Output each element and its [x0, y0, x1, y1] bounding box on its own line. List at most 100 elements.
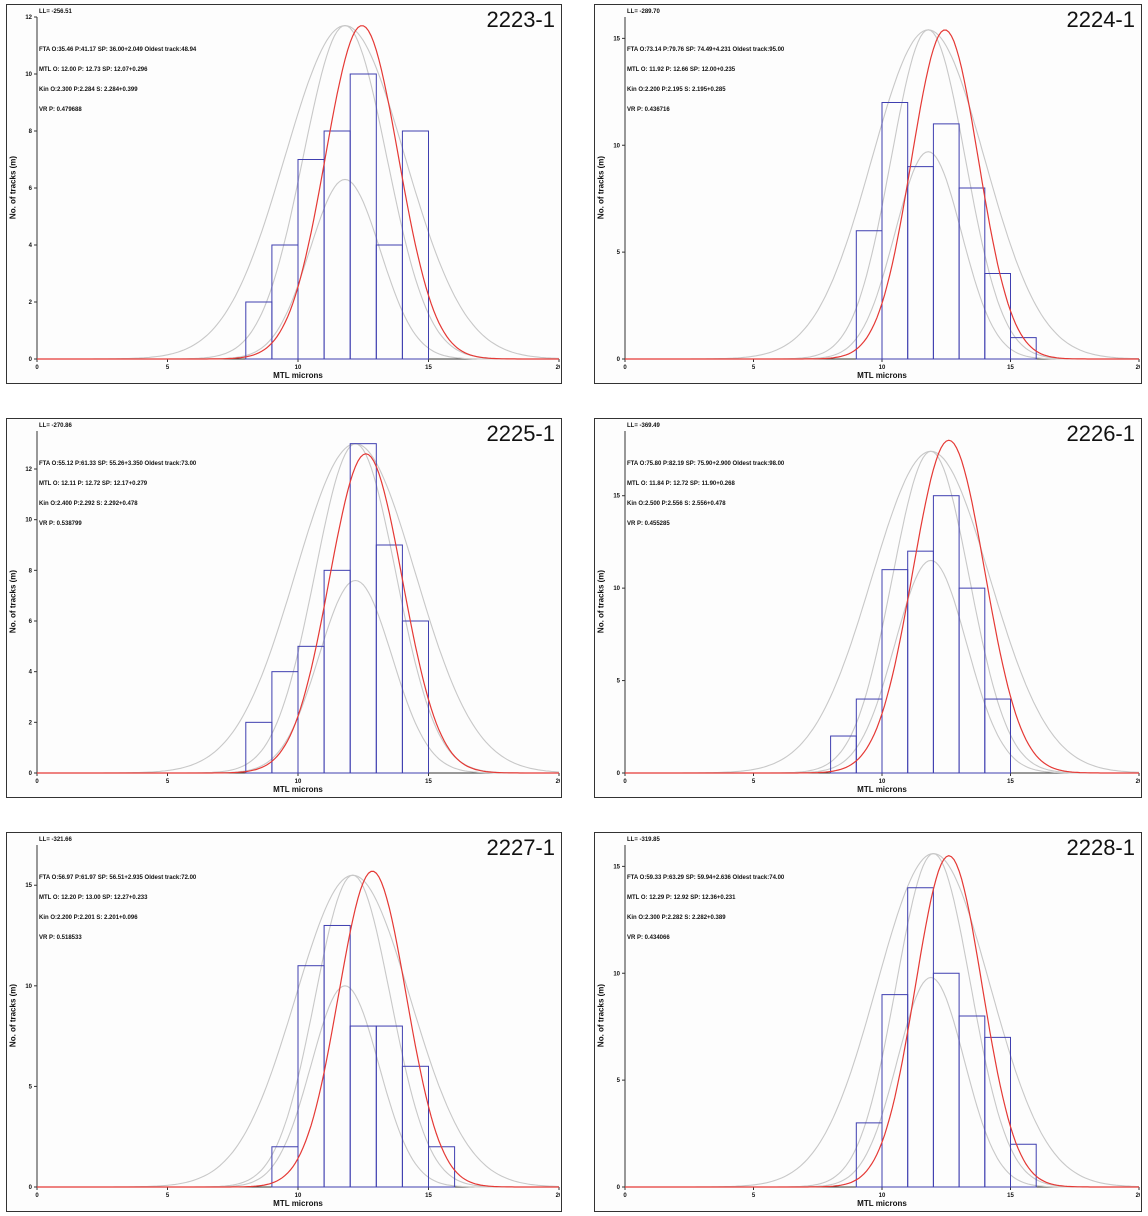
- histogram-panel: 0 5 10 15 0 5 10 15 20 2227-1 LL= -321.66 FTA O:56.…: [6, 832, 562, 1212]
- x-tick-label: 20: [556, 365, 560, 371]
- histogram-bar: [323, 569, 351, 774]
- panel-id: 2228-1: [1066, 835, 1135, 860]
- x-tick-label: 5: [752, 365, 756, 371]
- stat-line: LL= -321.66: [39, 837, 72, 843]
- stat-line: MTL O: 11.92 P: 12.66 SP: 12.00+0.235: [627, 67, 736, 73]
- x-axis-title: MTL microns: [273, 371, 323, 380]
- stat-line: Kin O:2.400 P:2.292 S: 2.292+0.478: [39, 501, 138, 507]
- x-tick-label: 5: [752, 779, 756, 785]
- y-tick-label: 10: [25, 518, 32, 524]
- stat-line: FTA O:55.12 P:61.33 SP: 55.26+3.350 Olde…: [39, 461, 197, 467]
- y-tick-label: 15: [613, 36, 620, 42]
- stat-line: MTL O: 12.00 P: 12.73 SP: 12.07+0.296: [39, 67, 148, 73]
- y-tick-label: 5: [617, 250, 621, 256]
- panel-id: 2223-1: [486, 7, 555, 32]
- y-axis-title: No. of tracks (m): [596, 983, 606, 1048]
- x-tick-label: 20: [556, 1193, 560, 1199]
- stat-line: LL= -270.86: [39, 423, 72, 429]
- y-tick-label: 15: [613, 864, 620, 870]
- histogram-bar: [932, 972, 960, 1188]
- x-axis-title: MTL microns: [857, 371, 907, 380]
- y-tick-label: 2: [29, 720, 33, 726]
- stat-line: FTA O:56.97 P:61.97 SP: 56.51+2.935 Olde…: [39, 875, 197, 881]
- chart-svg: 0 2 4 6 8 10 12 0 5 10 15 20: [25, 431, 560, 785]
- stat-line: VR P: 0.455285: [627, 521, 670, 527]
- histogram-bar: [984, 1036, 1011, 1188]
- stat-line: LL= -369.49: [627, 423, 660, 429]
- histogram-bar: [323, 130, 351, 360]
- y-tick-label: 6: [29, 186, 33, 192]
- x-axis-title: MTL microns: [857, 1199, 907, 1208]
- stat-line: FTA O:59.33 P:63.29 SP: 59.94+2.636 Olde…: [627, 875, 785, 881]
- histogram-bar: [297, 645, 325, 774]
- histogram-panel: 0 2 4 6 8 10 12 0 5 10 15 20 2223-1 LL= -256.51 FTA O:…: [6, 4, 562, 384]
- stat-line: VR P: 0.436716: [627, 107, 670, 113]
- y-axis-title: No. of tracks (m): [8, 155, 18, 220]
- stat-line: VR P: 0.518533: [39, 935, 82, 941]
- y-tick-label: 5: [617, 679, 621, 685]
- panel-id: 2226-1: [1066, 421, 1135, 446]
- x-tick-label: 10: [879, 365, 886, 371]
- y-tick-label: 8: [29, 129, 33, 135]
- panel-id: 2227-1: [486, 835, 555, 860]
- stat-line: LL= -256.51: [39, 9, 72, 15]
- stat-line: LL= -319.85: [627, 837, 660, 843]
- red-fit-curve: [37, 25, 559, 360]
- x-tick-label: 10: [879, 1193, 886, 1199]
- stat-line: VR P: 0.538799: [39, 521, 82, 527]
- histogram-bar: [881, 569, 909, 774]
- x-tick-label: 15: [425, 365, 432, 371]
- stat-line: MTL O: 12.20 P: 13.00 SP: 12.27+0.233: [39, 895, 148, 901]
- y-tick-label: 0: [29, 1185, 33, 1191]
- chart-svg: 0 5 10 15 0 5 10 15 20: [613, 431, 1140, 785]
- histogram-bar: [984, 698, 1011, 774]
- histogram-bar: [958, 587, 986, 774]
- x-tick-label: 0: [623, 1193, 627, 1199]
- x-tick-label: 0: [623, 779, 627, 785]
- x-tick-label: 0: [623, 365, 627, 371]
- x-tick-label: 10: [295, 779, 302, 785]
- histogram-bar: [932, 495, 960, 774]
- x-tick-label: 10: [879, 779, 886, 785]
- panel-id: 2225-1: [486, 421, 555, 446]
- stat-line: MTL O: 11.84 P: 12.72 SP: 11.90+0.268: [627, 481, 735, 487]
- x-tick-label: 5: [166, 365, 170, 371]
- red-fit-curve: [37, 870, 559, 1188]
- x-tick-label: 15: [1007, 1193, 1014, 1199]
- stat-line: Kin O:2.500 P:2.556 S: 2.556+0.478: [627, 501, 726, 507]
- histogram-bar: [907, 887, 934, 1188]
- y-tick-label: 0: [29, 771, 33, 777]
- y-tick-label: 0: [617, 771, 621, 777]
- histogram-bar: [271, 244, 299, 360]
- x-tick-label: 15: [1007, 365, 1014, 371]
- y-tick-label: 0: [617, 1185, 621, 1191]
- stat-line: FTA O:35.46 P:41.17 SP: 36.00+2.049 Olde…: [39, 47, 197, 53]
- stat-line: FTA O:75.80 P:82.19 SP: 75.90+2.900 Olde…: [627, 461, 785, 467]
- red-fit-curve: [625, 29, 1139, 360]
- y-tick-label: 10: [613, 143, 620, 149]
- x-axis-title: MTL microns: [273, 1199, 323, 1208]
- y-axis-title: No. of tracks (m): [596, 155, 606, 220]
- histogram-bar: [375, 544, 403, 774]
- x-tick-label: 10: [295, 365, 302, 371]
- y-tick-label: 0: [29, 357, 33, 363]
- y-tick-label: 5: [29, 1084, 33, 1090]
- histogram-panel: 0 2 4 6 8 10 12 0 5 10 15 20 2225-1 LL= -270.86 FTA O:…: [6, 418, 562, 798]
- histogram-bar: [297, 965, 325, 1188]
- red-fit-curve: [625, 439, 1139, 774]
- chart-svg: 0 5 10 15 0 5 10 15 20: [613, 845, 1140, 1199]
- y-tick-label: 4: [29, 670, 33, 676]
- y-tick-label: 6: [29, 619, 33, 625]
- histogram-bar: [855, 698, 883, 774]
- stat-line: Kin O:2.300 P:2.282 S: 2.282+0.389: [627, 915, 726, 921]
- histogram-bar: [375, 1025, 403, 1188]
- y-tick-label: 12: [25, 467, 32, 473]
- x-axis-title: MTL microns: [273, 785, 323, 794]
- x-tick-label: 0: [35, 365, 39, 371]
- histogram-panel: 0 5 10 15 0 5 10 15 20 2224-1 LL= -289.70 FTA O:73.…: [594, 4, 1142, 384]
- stat-line: Kin O:2.300 P:2.284 S: 2.284+0.399: [39, 87, 138, 93]
- x-tick-label: 15: [425, 1193, 432, 1199]
- y-tick-label: 10: [25, 984, 32, 990]
- y-axis-title: No. of tracks (m): [8, 569, 18, 634]
